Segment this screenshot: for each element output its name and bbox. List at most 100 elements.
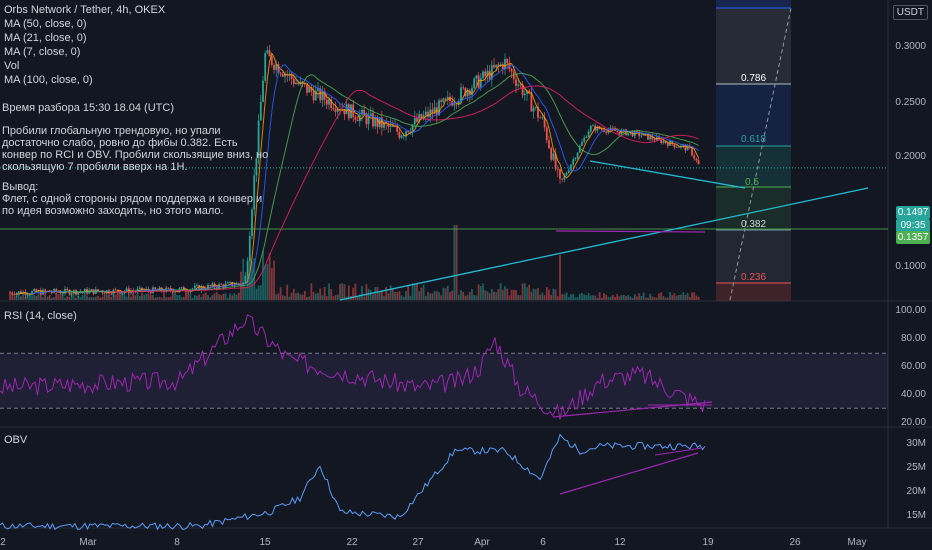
volume-bar [640,295,643,300]
indicator-ma21[interactable]: MA (21, close, 0) [4,32,87,44]
volume-bar [695,295,698,300]
volume-bar [479,286,482,300]
rsi-line [0,314,706,420]
countdown-badge: 09:35 [896,219,930,232]
candle-body [556,168,559,170]
volume-bar [638,293,641,300]
volume-bar [264,265,267,300]
volume-bar [178,294,181,300]
candle-body [97,289,99,292]
volume-bar [24,296,27,300]
indicator-ma100[interactable]: MA (100, close, 0) [4,74,93,86]
volume-bar [268,252,271,300]
volume-bar [11,293,14,300]
volume-bar [123,292,126,300]
volume-bar [660,292,663,300]
volume-bar [72,296,75,300]
volume-bar [424,296,427,300]
candle-body [431,109,434,114]
candle-body [35,289,38,292]
volume-bar [130,296,132,300]
candle-body [600,128,603,130]
volume-bar [68,296,71,300]
volume-bar [680,294,682,300]
obv-label[interactable]: OBV [4,434,28,446]
volume-bar [103,292,106,300]
candle-body [517,84,520,86]
volume-bar [475,295,478,300]
volume-bar [31,295,33,300]
currency-label[interactable]: USDT [892,5,928,20]
candle-body [446,96,449,99]
volume-bar [583,294,586,300]
price-tick: 0.2000 [895,151,926,162]
candle-body [589,126,592,132]
volume-bar [132,292,135,300]
volume-bar [405,290,407,300]
indicator-ma50[interactable]: MA (50, close, 0) [4,18,87,30]
volume-bar [675,295,678,300]
volume-bar [48,295,51,300]
indicator-vol[interactable]: Vol [4,60,20,72]
volume-bar [94,296,97,300]
volume-bar [625,296,627,300]
volume-bar [288,296,291,300]
volume-bar [649,293,652,300]
volume-bar [116,293,119,300]
time-tick: 26 [789,537,801,548]
volume-bar [134,295,137,300]
volume-bar [218,294,220,300]
volume-bar [136,292,139,300]
candle-body [374,117,377,127]
volume-bar [541,292,544,300]
volume-bar [75,297,77,300]
volume-bar [233,293,236,300]
candle-body [695,158,698,161]
volume-bar [330,289,333,300]
volume-bar [688,297,691,300]
indicator-ma7[interactable]: MA (7, close, 0) [4,46,81,58]
candle-body [640,135,643,137]
volume-bar [598,292,601,300]
time-tick: 22 [346,537,358,548]
volume-bar [255,288,258,300]
candle-body [308,87,311,93]
volume-bar [609,296,612,300]
rsi-label[interactable]: RSI (14, close) [4,310,77,322]
volume-bar [519,295,522,300]
candle-body [541,117,544,119]
candle-body [405,131,407,136]
volume-bar [306,296,308,300]
candle-body [365,115,368,125]
candle-body [229,282,231,283]
volume-bar [578,293,581,300]
volume-bar [418,291,421,300]
volume-bar [438,292,440,300]
candle-body [482,71,484,79]
candle-body [321,91,324,101]
candle-body [330,99,333,109]
fib-label-05: 0.5 [745,177,759,188]
volume-bar [534,289,537,300]
volume-bar [398,291,401,300]
volume-bar [61,294,64,300]
candle-body [77,291,80,295]
volume-bar [196,295,198,300]
candle-body [550,148,553,160]
candle-body [526,90,528,94]
volume-bar [290,292,293,300]
volume-bar [550,294,553,300]
candle-body [297,82,300,85]
candle-body [273,64,275,70]
candle-body [288,73,291,76]
volume-bar [158,296,161,300]
candle-body [486,70,489,77]
fib-label-0382: 0.382 [741,219,767,230]
fib-zone [716,84,791,146]
volume-bar [537,287,539,300]
volume-bar [372,294,374,300]
rsi-tick: 100.00 [895,305,926,316]
candle-body [200,286,203,291]
volume-bar [213,293,216,300]
